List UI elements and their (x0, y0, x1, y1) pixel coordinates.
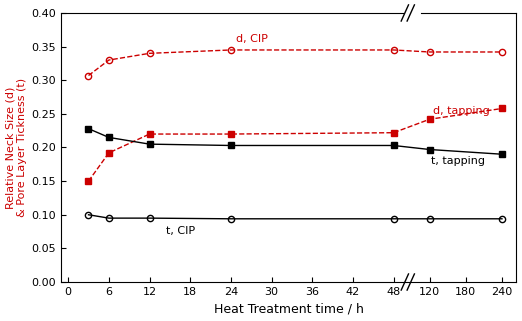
Text: d, CIP: d, CIP (236, 34, 268, 44)
Y-axis label: Relative Neck Size (d)
& Pore Layer Tickness (t): Relative Neck Size (d) & Pore Layer Tick… (6, 78, 27, 217)
Text: t, CIP: t, CIP (166, 226, 195, 236)
Text: t, tapping: t, tapping (432, 156, 485, 166)
X-axis label: Heat Treatment time / h: Heat Treatment time / h (213, 302, 364, 316)
Text: d, tapping: d, tapping (433, 106, 490, 116)
